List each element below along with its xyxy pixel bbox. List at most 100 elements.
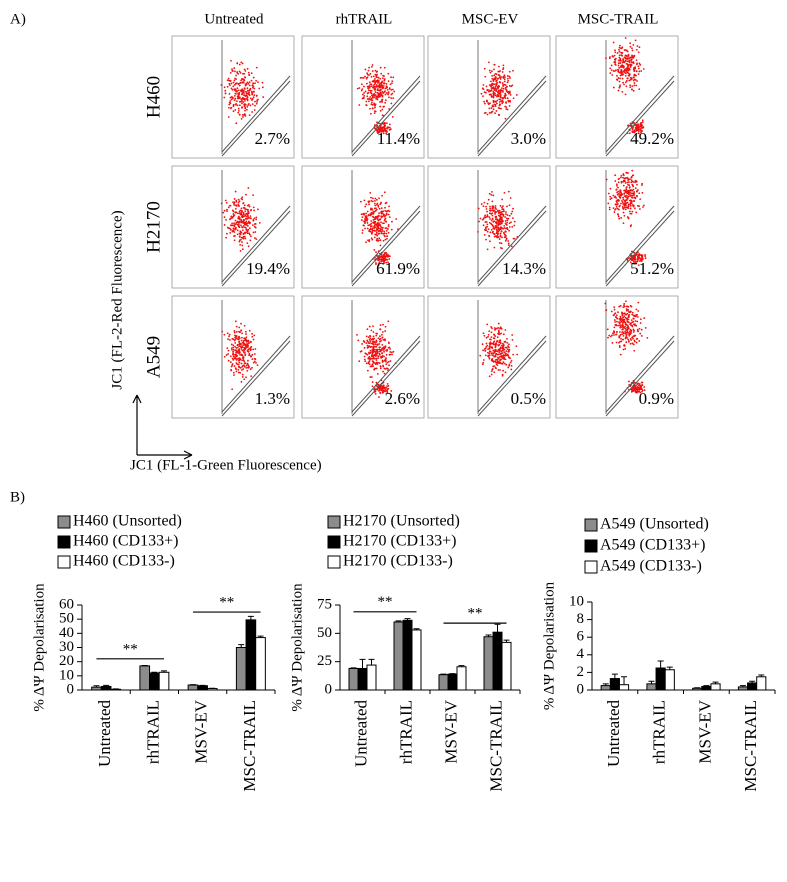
dot xyxy=(497,212,500,215)
error-bar xyxy=(151,671,158,673)
dot xyxy=(367,69,370,72)
dot xyxy=(634,187,637,190)
dot xyxy=(245,193,247,196)
y-axis-label: % ΔΨ Depolarisation xyxy=(541,581,557,710)
dot xyxy=(637,254,640,257)
dot xyxy=(512,353,515,356)
dot xyxy=(495,231,498,234)
dot xyxy=(379,109,382,112)
dot xyxy=(245,366,248,369)
dot xyxy=(239,243,242,246)
dot xyxy=(636,320,639,323)
dot xyxy=(614,49,616,52)
dot xyxy=(633,349,636,352)
y-tick-label: 30 xyxy=(59,639,74,655)
dot xyxy=(505,350,508,353)
dot xyxy=(623,71,626,74)
error-bar xyxy=(368,658,375,666)
dot xyxy=(225,219,227,221)
dot xyxy=(492,92,495,95)
dot xyxy=(386,382,389,385)
dot xyxy=(487,333,490,336)
dot xyxy=(380,94,383,97)
dot xyxy=(390,351,393,354)
dot xyxy=(382,74,384,77)
dot xyxy=(507,240,510,242)
dot xyxy=(241,332,243,335)
dot xyxy=(486,225,489,228)
error-bar xyxy=(93,685,100,688)
dot xyxy=(392,97,395,100)
dot xyxy=(632,343,635,346)
dot xyxy=(496,327,498,330)
dot xyxy=(237,203,240,206)
dot xyxy=(237,217,240,220)
dot xyxy=(499,213,502,216)
dot xyxy=(242,364,244,367)
percentage: 14.3% xyxy=(502,259,546,278)
dot xyxy=(634,74,637,77)
dot xyxy=(509,197,512,199)
dot xyxy=(359,200,362,203)
dot xyxy=(386,127,389,130)
dot xyxy=(625,187,628,189)
dot xyxy=(630,310,632,313)
bar xyxy=(710,683,721,691)
dot xyxy=(630,322,632,325)
dot xyxy=(240,100,243,103)
dot xyxy=(631,85,634,88)
dot xyxy=(490,228,493,231)
dot xyxy=(609,198,612,201)
dot xyxy=(243,72,246,75)
dot xyxy=(246,369,249,372)
gate-diagonal xyxy=(221,75,291,157)
column-header: rhTRAIL xyxy=(336,11,393,27)
dot xyxy=(619,333,622,336)
dot xyxy=(505,89,508,92)
dot xyxy=(506,228,509,231)
dot xyxy=(484,227,487,230)
dot xyxy=(507,244,510,247)
dot xyxy=(377,76,380,79)
dot xyxy=(370,329,373,332)
dot xyxy=(636,260,639,262)
dot xyxy=(371,197,374,200)
dot xyxy=(624,332,627,334)
dot xyxy=(391,92,394,95)
dot xyxy=(244,115,247,117)
dot xyxy=(240,362,243,365)
dot xyxy=(622,325,625,328)
dot xyxy=(255,238,258,241)
dot xyxy=(621,311,623,314)
dot xyxy=(386,388,389,391)
dot xyxy=(381,390,384,392)
dot xyxy=(227,206,230,209)
dot xyxy=(241,241,243,243)
error-bar xyxy=(485,634,492,637)
dot xyxy=(385,252,388,255)
dot xyxy=(232,81,235,84)
error-bar xyxy=(413,628,420,630)
dot xyxy=(247,350,250,353)
dot xyxy=(233,231,236,233)
dot xyxy=(245,103,247,106)
dot xyxy=(618,336,621,339)
dot xyxy=(630,124,633,127)
dot xyxy=(494,100,497,103)
dot xyxy=(477,230,479,233)
dot xyxy=(374,343,377,346)
dot xyxy=(624,330,626,333)
dot xyxy=(223,96,226,99)
dot xyxy=(373,207,376,210)
dot xyxy=(390,76,392,79)
percentage: 19.4% xyxy=(246,259,290,278)
dot xyxy=(498,341,500,344)
dot xyxy=(238,221,241,224)
dot xyxy=(246,108,248,111)
dot xyxy=(635,313,638,316)
dot xyxy=(370,355,373,357)
dot xyxy=(630,181,633,184)
dot xyxy=(502,83,505,86)
dot xyxy=(243,378,246,381)
dot xyxy=(620,176,622,179)
